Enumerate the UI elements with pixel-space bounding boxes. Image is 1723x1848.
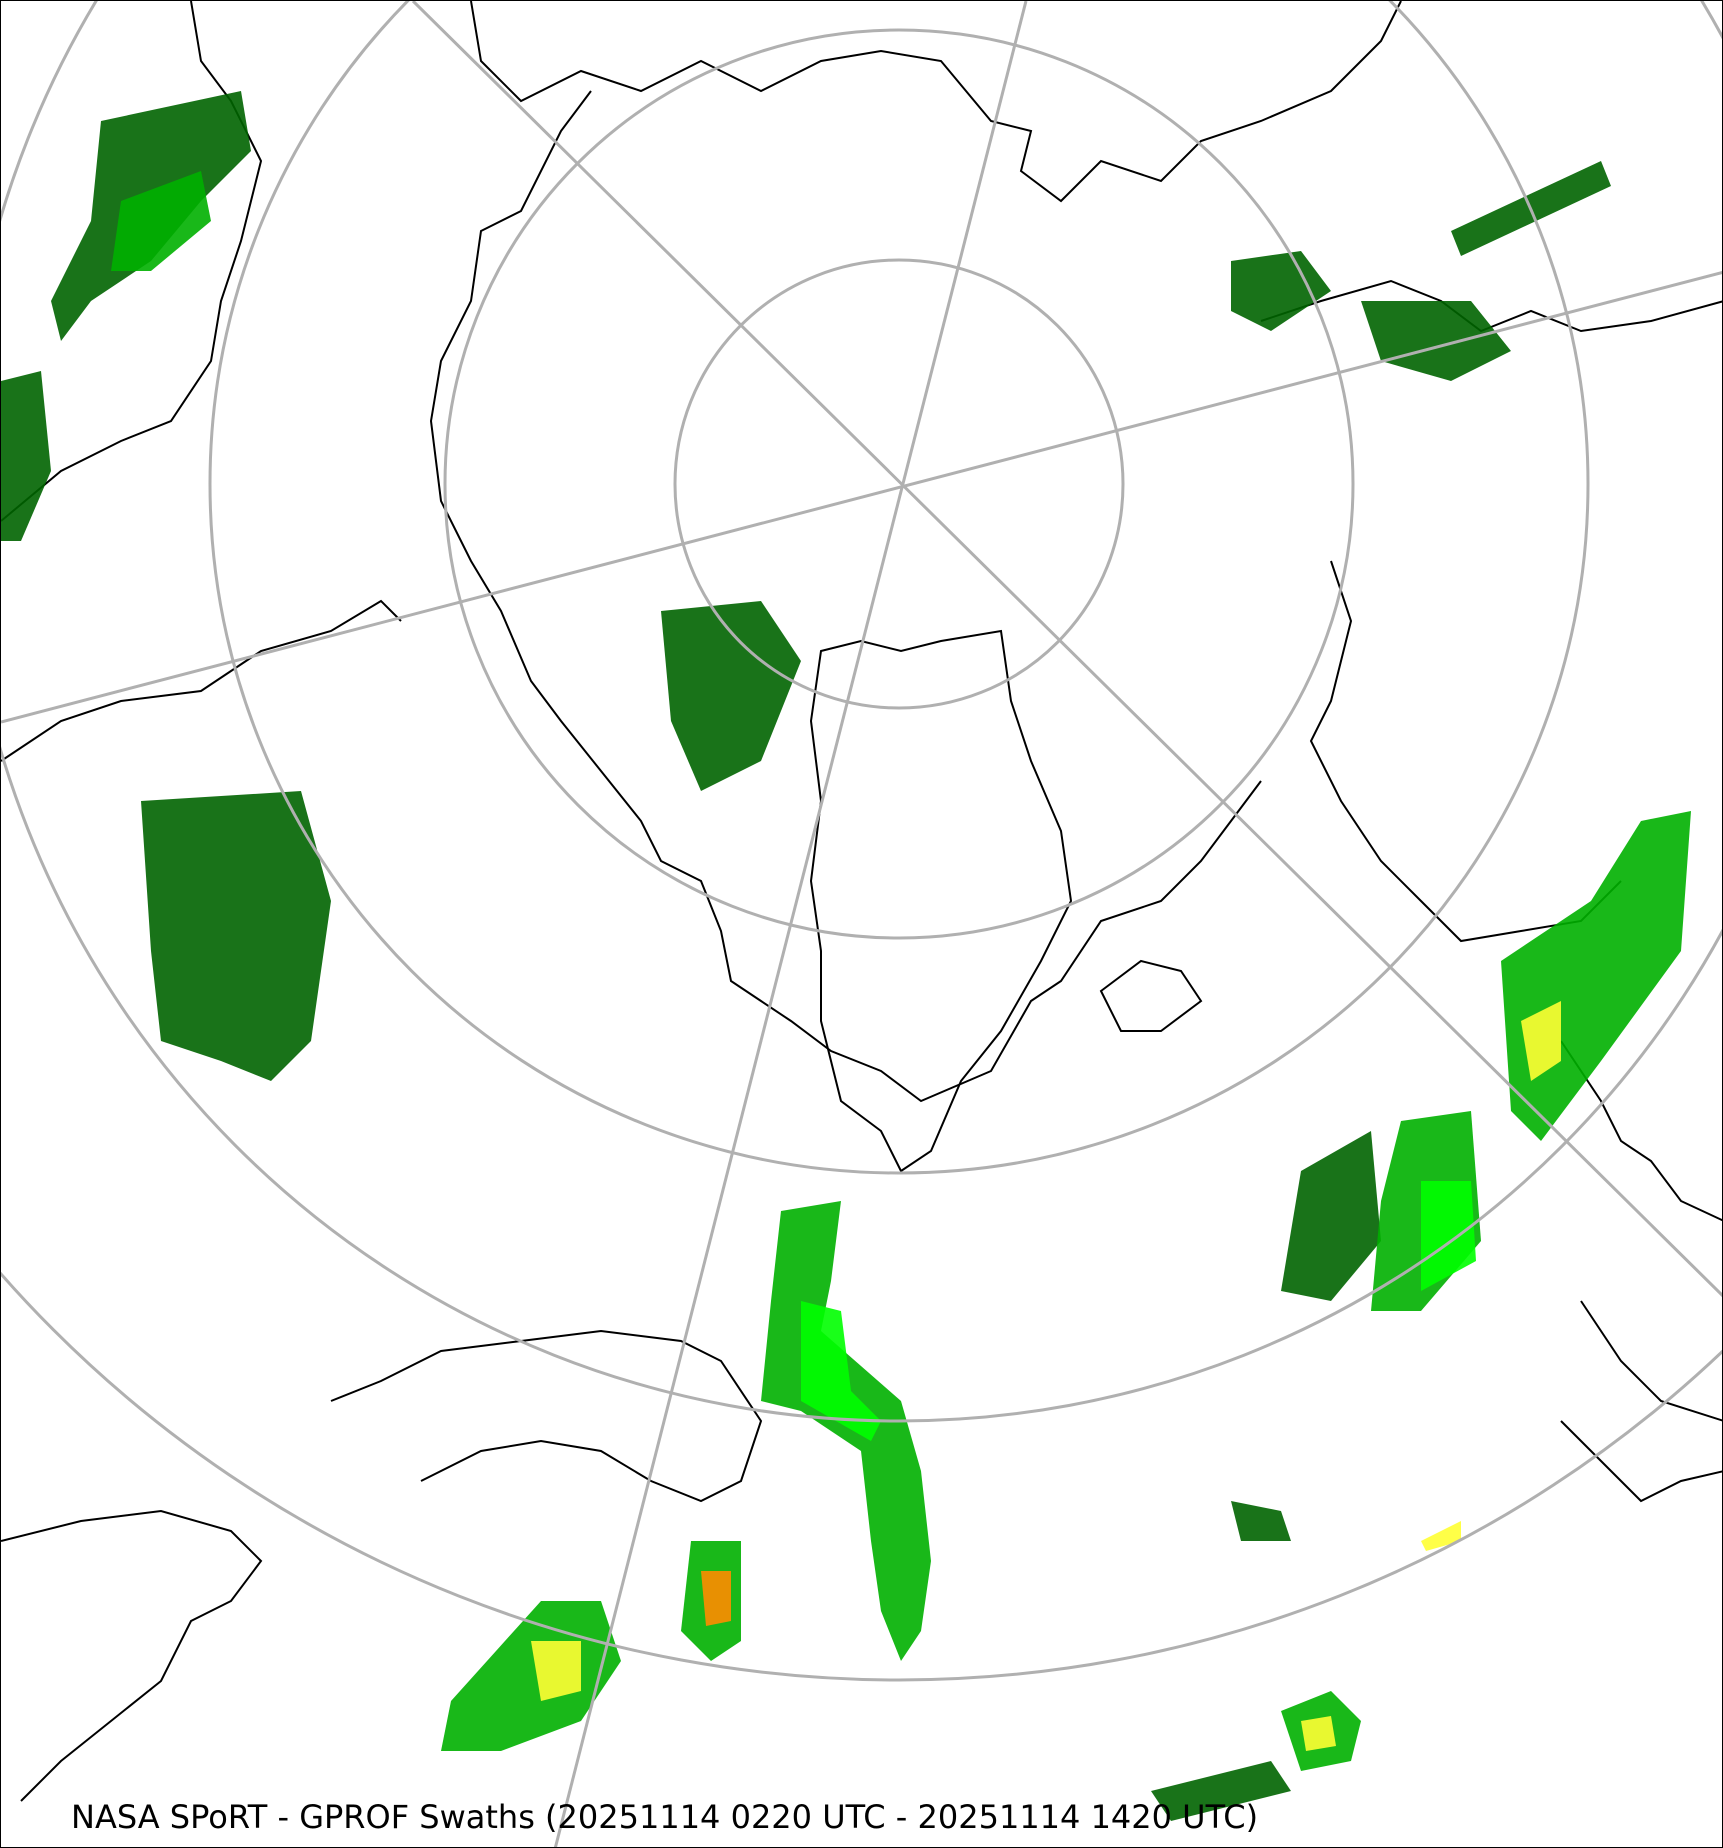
precipitation-area xyxy=(531,1641,581,1701)
precipitation-area xyxy=(1421,1181,1476,1291)
latitude-circle xyxy=(443,28,1355,940)
coastline xyxy=(1560,1040,1722,1222)
precipitation-area xyxy=(1,371,51,541)
precipitation-area xyxy=(761,1201,931,1661)
coastline xyxy=(470,1,1402,203)
coastline xyxy=(330,1329,763,1503)
precipitation-area xyxy=(1301,1716,1336,1751)
coastline xyxy=(429,90,1262,1103)
land-outlines xyxy=(1,1,1722,1802)
precipitation-area xyxy=(1361,301,1511,381)
precipitation-area xyxy=(1501,811,1691,1141)
coastline xyxy=(1099,959,1203,1032)
precipitation-area xyxy=(111,171,211,271)
precipitation-area xyxy=(801,1301,881,1441)
precipitation-area xyxy=(1521,1001,1561,1081)
precipitation-area xyxy=(1231,1501,1291,1541)
precipitation-area xyxy=(441,1601,621,1751)
precipitation-area xyxy=(1151,1761,1291,1821)
coastline xyxy=(1260,279,1722,333)
coastline xyxy=(1309,560,1622,943)
latitude-circle xyxy=(1,1271,1722,1682)
precipitation-area xyxy=(1281,1131,1381,1301)
meridian-line xyxy=(1,270,1722,724)
precipitation-swaths xyxy=(1,91,1691,1821)
coastline xyxy=(1,1,263,522)
meridian-line xyxy=(411,1,1722,1298)
precipitation-area xyxy=(1231,251,1331,331)
latitude-circle xyxy=(208,1,1590,1175)
precipitation-area xyxy=(661,601,801,791)
precipitation-area xyxy=(701,1571,731,1626)
coastline xyxy=(809,629,1073,1173)
coastline xyxy=(1,1509,263,1802)
precipitation-area xyxy=(1421,1521,1461,1551)
map-caption: NASA SPoRT - GPROF Swaths (20251114 0220… xyxy=(71,1798,1259,1836)
meridian-line xyxy=(553,1,1028,1847)
latitude-circle xyxy=(1,1,1722,1423)
latitude-circle xyxy=(673,258,1125,710)
coastline xyxy=(1580,1300,1722,1422)
coastline xyxy=(1,599,402,762)
precipitation-area xyxy=(141,791,331,1081)
coastline xyxy=(1560,1420,1722,1503)
